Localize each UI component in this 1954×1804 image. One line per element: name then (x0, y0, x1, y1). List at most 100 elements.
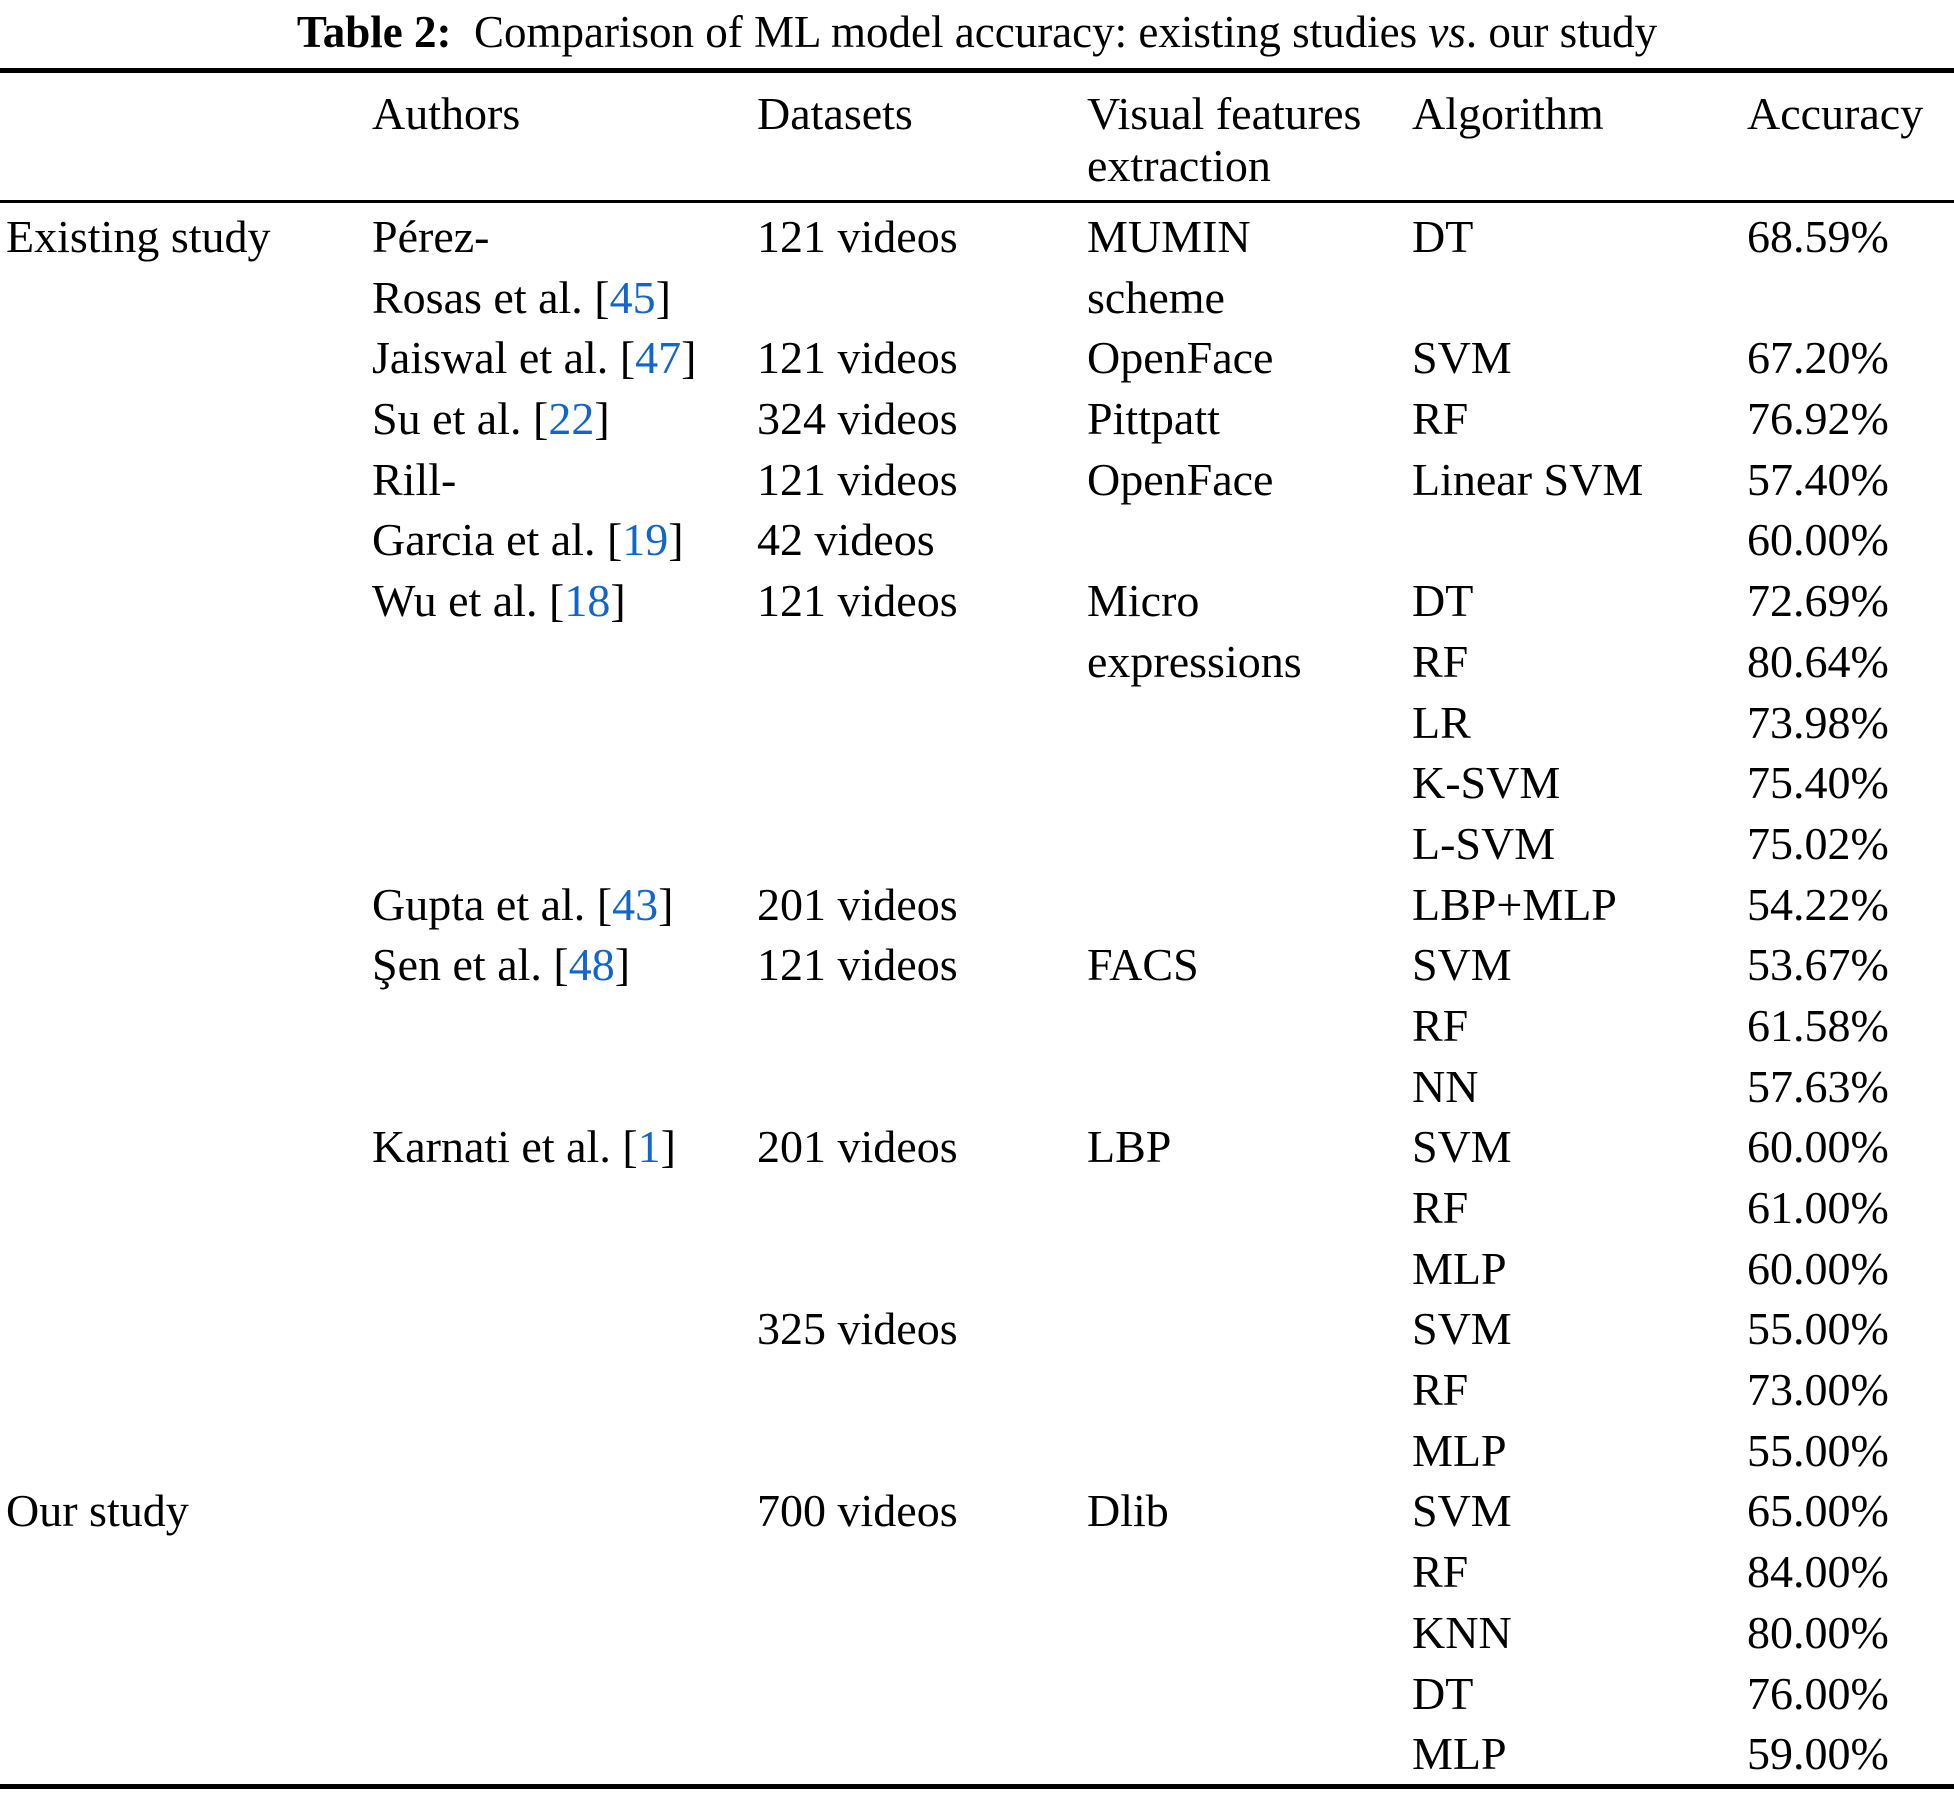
table-row: Rosas et al. [45] scheme (0, 267, 1954, 328)
cell-algorithm: NN (1412, 1060, 1479, 1112)
cell-author (372, 1177, 757, 1238)
cell-visual (1087, 1056, 1412, 1117)
column-header-datasets: Datasets (757, 88, 913, 139)
cell-algorithm: MLP (1412, 1242, 1507, 1294)
cell-dataset (757, 752, 1087, 813)
cell-visual: OpenFace (1087, 453, 1274, 505)
cell-dataset: 325 videos (757, 1303, 958, 1355)
cell-dataset: 201 videos (757, 878, 958, 930)
cell-group (0, 1056, 372, 1117)
table-row: Su et al. [22] 324 videos Pittpatt RF 76.92% (0, 388, 1954, 449)
table-row: Wu et al. [18] 121 videos Micro DT 72.69% (0, 570, 1954, 631)
table-row: Karnati et al. [1] 201 videos LBP SVM 60.00% (0, 1116, 1954, 1177)
table-row: Jaiswal et al. [47] 121 videos OpenFace SVM… (0, 327, 1954, 388)
cell-accuracy: 54.22% (1747, 878, 1889, 930)
table-header-row: Authors Datasets Visual features extract… (0, 80, 1954, 192)
table-bottom-rule (0, 1784, 1954, 1789)
cell-group (0, 1359, 372, 1420)
cell-visual: scheme (1087, 271, 1225, 323)
cell-author (372, 1420, 757, 1481)
cell-group (0, 1541, 372, 1602)
table-row: MLP 59.00% (0, 1723, 1954, 1784)
cell-visual (1087, 509, 1412, 570)
cell-accuracy: 60.00% (1747, 1242, 1889, 1294)
cell-accuracy: 57.40% (1747, 453, 1889, 505)
cell-accuracy: 68.59% (1747, 211, 1889, 262)
cell-algorithm: SVM (1412, 332, 1512, 384)
cell-author (372, 813, 757, 874)
cell-accuracy: 73.00% (1747, 1364, 1889, 1416)
cell-dataset (757, 1238, 1087, 1299)
cell-group (0, 388, 372, 449)
cell-algorithm: SVM (1412, 1485, 1512, 1537)
cell-dataset (757, 1602, 1087, 1663)
table-row: expressions RF 80.64% (0, 631, 1954, 692)
citation-link[interactable]: 1 (637, 1121, 661, 1173)
table-row: KNN 80.00% (0, 1602, 1954, 1663)
cell-accuracy: 55.00% (1747, 1424, 1889, 1476)
caption-emphasis: vs (1428, 7, 1466, 57)
citation-link[interactable]: 45 (609, 271, 656, 323)
cell-group (0, 509, 372, 570)
cell-group (0, 1177, 372, 1238)
cell-group: Existing study (6, 211, 271, 262)
cell-dataset (757, 1541, 1087, 1602)
cell-visual (1087, 995, 1412, 1056)
cell-algorithm: RF (1412, 1182, 1469, 1233)
cell-algorithm: MLP (1412, 1424, 1507, 1476)
cell-accuracy: 84.00% (1747, 1546, 1889, 1598)
cell-algorithm: L-SVM (1412, 817, 1556, 869)
cell-dataset: 121 videos (757, 332, 958, 384)
citation-link[interactable]: 48 (568, 939, 615, 991)
cell-visual: Micro (1087, 575, 1200, 627)
citation-link[interactable]: 18 (564, 575, 611, 627)
cell-author (372, 1298, 757, 1359)
cell-group: Our study (6, 1485, 189, 1537)
cell-author (372, 1238, 757, 1299)
cell-dataset (757, 1420, 1087, 1481)
table-row: 325 videos SVM 55.00% (0, 1298, 1954, 1359)
cell-algorithm: DT (1412, 1667, 1474, 1719)
cell-author: Rosas et al. [45] (372, 271, 671, 323)
column-header-authors: Authors (372, 88, 521, 139)
cell-algorithm: RF (1412, 635, 1469, 687)
cell-dataset (757, 631, 1087, 692)
citation-link[interactable]: 22 (548, 393, 595, 445)
cell-visual (1087, 1177, 1412, 1238)
cell-algorithm: RF (1412, 1364, 1469, 1416)
cell-dataset (757, 267, 1087, 328)
table-row: LR 73.98% (0, 692, 1954, 753)
table-row: RF 84.00% (0, 1541, 1954, 1602)
cell-author: Wu et al. [18] (372, 575, 626, 627)
cell-visual: FACS (1087, 939, 1199, 991)
cell-author: Jaiswal et al. [47] (372, 332, 697, 384)
cell-group (0, 327, 372, 388)
cell-author: Şen et al. [48] (372, 939, 631, 991)
cell-visual (1087, 1420, 1412, 1481)
cell-algorithm: RF (1412, 999, 1469, 1051)
cell-visual (1087, 1359, 1412, 1420)
citation-link[interactable]: 47 (635, 332, 682, 384)
cell-accuracy: 73.98% (1747, 696, 1889, 748)
cell-algorithm: SVM (1412, 1303, 1512, 1355)
table-row: MLP 55.00% (0, 1420, 1954, 1481)
citation-link[interactable]: 19 (622, 514, 669, 566)
cell-group (0, 934, 372, 995)
cell-author: Rill- (372, 453, 457, 505)
cell-dataset (757, 813, 1087, 874)
cell-algorithm: SVM (1412, 1121, 1512, 1173)
cell-accuracy: 75.40% (1747, 757, 1889, 809)
cell-author: Pérez- (372, 211, 490, 262)
cell-visual (1087, 1298, 1412, 1359)
cell-group (0, 1238, 372, 1299)
cell-author (372, 1359, 757, 1420)
column-header-visual-line2: extraction (1087, 140, 1271, 191)
cell-visual (1087, 1663, 1412, 1724)
citation-link[interactable]: 43 (612, 878, 659, 930)
cell-accuracy: 80.00% (1747, 1606, 1889, 1658)
cell-algorithm: LBP+MLP (1412, 878, 1617, 930)
cell-author (372, 995, 757, 1056)
cell-author: Karnati et al. [1] (372, 1121, 676, 1173)
cell-group (0, 874, 372, 935)
cell-dataset: 121 videos (757, 211, 958, 262)
